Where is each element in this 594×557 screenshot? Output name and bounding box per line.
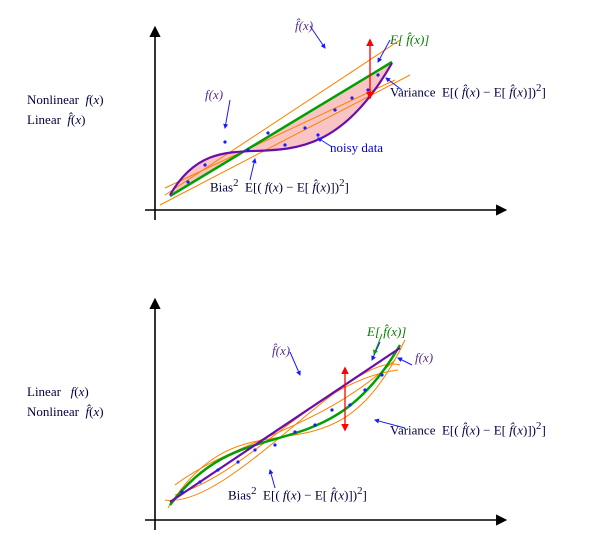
- bot-side1-label: Linear f(x): [27, 384, 89, 400]
- top-var-label: Variance E[( f̂(x) − E[ f̂(x)])2]: [390, 82, 546, 100]
- bot-fx-label: f(x): [415, 350, 433, 366]
- top-side2-label: Linear f̂(x): [27, 112, 86, 128]
- page: f̂(x) E[ f̂(x)] f(x) noisy data Bias2 E[…: [0, 0, 594, 557]
- top-efhat-label: E[ f̂(x)]: [390, 32, 429, 48]
- top-noisy-label: noisy data: [330, 140, 383, 156]
- bot-var-label: Variance E[( f̂(x) − E[ f̂(x)])2]: [390, 420, 546, 438]
- top-fhat-label: f̂(x): [295, 18, 313, 34]
- top-bias-label: Bias2 E[( f(x) − E[ f̂(x)])2]: [210, 177, 349, 195]
- top-side1-label: Nonlinear f(x): [27, 92, 104, 108]
- top-fx-label: f(x): [205, 87, 223, 103]
- bot-fhat-label: f̂(x): [272, 343, 290, 359]
- bot-efhat-label: E[ f̂(x)]: [367, 324, 406, 340]
- bot-side2-label: Nonlinear f̂(x): [27, 404, 104, 420]
- bot-bias-label: Bias2 E[( f(x) − E[ f̂(x)])2]: [228, 485, 367, 503]
